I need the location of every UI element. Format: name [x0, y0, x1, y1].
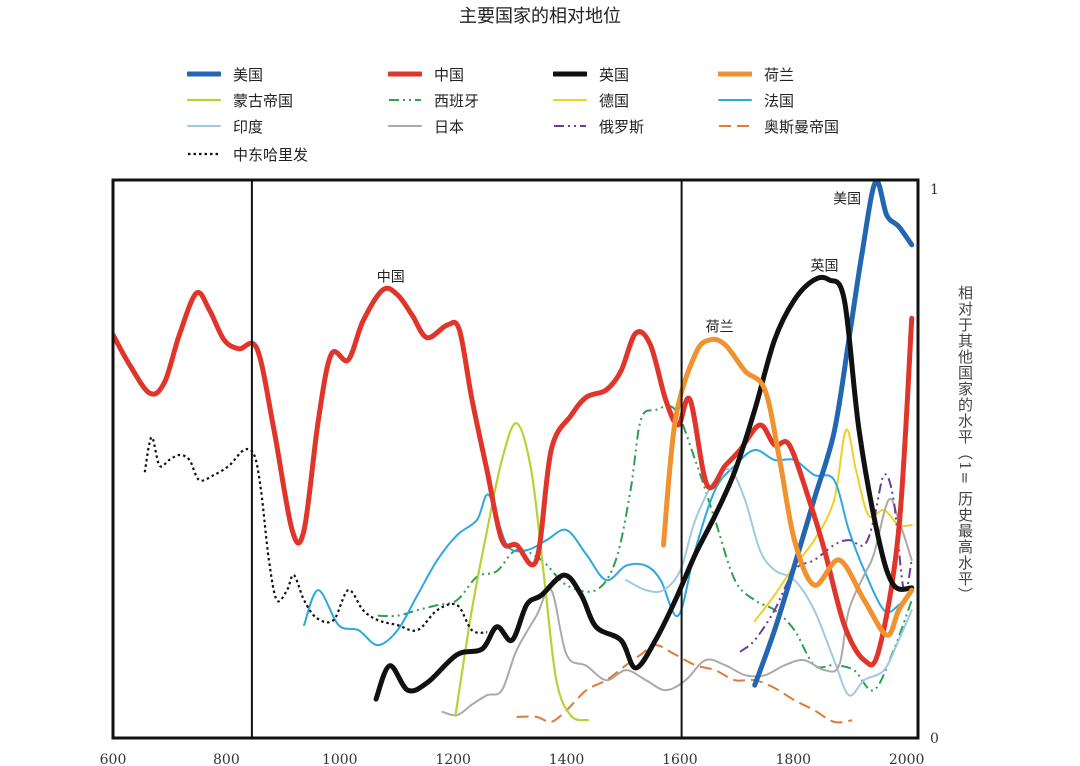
- legend-item: 英国: [553, 64, 629, 84]
- legend-swatch: [187, 71, 221, 77]
- legend-swatch: [553, 99, 587, 101]
- legend-item: 法国: [718, 90, 794, 110]
- legend-swatch: [719, 125, 751, 127]
- legend-label: 中东哈里发: [233, 145, 309, 164]
- legend-label: 日本: [434, 117, 465, 136]
- legend-item: 德国: [553, 90, 629, 110]
- series-line-12: [143, 436, 488, 634]
- legend-swatch: [389, 99, 421, 101]
- legend-label: 西班牙: [434, 91, 480, 110]
- x-tick-label: 1400: [549, 752, 585, 766]
- legend-label: 俄罗斯: [599, 117, 645, 136]
- series-annotation: 美国: [833, 192, 861, 208]
- legend-swatch: [554, 125, 586, 127]
- series-line-10: [739, 473, 913, 653]
- legend-item: 中国: [388, 64, 464, 84]
- plot-frame: [111, 178, 920, 740]
- legend-label: 英国: [599, 65, 630, 84]
- legend-item: 荷兰: [718, 64, 794, 84]
- y-tick-label: 1: [930, 182, 939, 198]
- legend-item: 奥斯曼帝国: [718, 116, 839, 136]
- series-line-4: [454, 422, 590, 722]
- x-tick-label: 2000: [889, 752, 925, 766]
- series-annotation: 英国: [810, 257, 838, 274]
- legend-item: 日本: [388, 116, 464, 136]
- legend-swatch: [388, 125, 422, 127]
- legend-item: 美国: [187, 64, 263, 84]
- series-annotation: 荷兰: [706, 320, 734, 336]
- series-line-1: [113, 285, 915, 668]
- legend-label: 美国: [233, 65, 264, 84]
- legend-label: 蒙古帝国: [233, 91, 294, 110]
- series-line-5: [377, 404, 913, 692]
- x-tick-label: 1000: [322, 752, 358, 766]
- legend-swatch: [388, 71, 422, 77]
- legend-item: 西班牙: [388, 90, 479, 110]
- legend-item: 俄罗斯: [553, 116, 644, 136]
- x-tick-label: 800: [213, 752, 240, 766]
- legend-label: 法国: [764, 91, 795, 110]
- legend-label: 荷兰: [764, 65, 795, 84]
- chart-title: 主要国家的相对地位: [459, 6, 621, 27]
- legend-swatch: [187, 125, 221, 127]
- series-line-8: [625, 467, 913, 697]
- legend-label: 奥斯曼帝国: [764, 117, 840, 136]
- legend-item: 印度: [187, 116, 263, 136]
- series-line-3: [660, 336, 915, 638]
- y-tick-label: 0: [930, 731, 939, 747]
- legend-swatch: [718, 71, 752, 77]
- legend-swatch: [553, 71, 587, 77]
- legend-label: 印度: [233, 117, 264, 136]
- legend-item: 中东哈里发: [187, 144, 308, 164]
- x-tick-label: 1200: [435, 752, 471, 766]
- legend-label: 中国: [434, 65, 465, 84]
- series-line-9: [441, 497, 913, 717]
- x-tick-label: 600: [100, 752, 127, 766]
- x-tick-label: 1800: [775, 752, 811, 766]
- series-annotation: 中国: [377, 270, 405, 286]
- x-tick-label: 1600: [662, 752, 698, 766]
- series-line-2: [373, 274, 915, 702]
- legend-swatch: [187, 98, 221, 102]
- legend-item: 蒙古帝国: [187, 90, 293, 110]
- legend-label: 德国: [599, 91, 630, 110]
- legend-swatch: [718, 99, 752, 101]
- y-axis-label: 相对于其他国家的水平（1= 历史最高水平）: [956, 285, 974, 603]
- series-line-6: [753, 428, 913, 623]
